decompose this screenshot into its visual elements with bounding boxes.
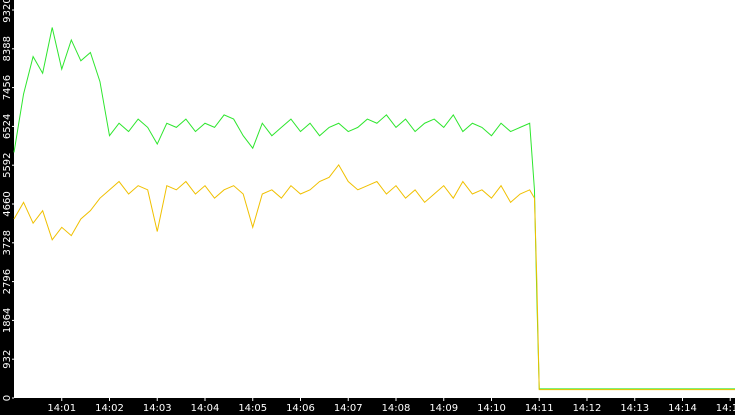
y-tick-label: 932 <box>2 350 13 369</box>
y-tick-label: 5592 <box>2 152 13 177</box>
x-tick-label: 14:09 <box>429 403 458 414</box>
x-axis-strip <box>0 398 735 415</box>
x-tick-label: 14:06 <box>286 403 315 414</box>
x-tick-label: 14:08 <box>382 403 411 414</box>
x-tick-label: 14:12 <box>573 403 602 414</box>
y-axis-strip <box>0 0 14 415</box>
x-tick-label: 14:03 <box>143 403 172 414</box>
x-tick-label: 14:04 <box>191 403 220 414</box>
y-tick-label: 7456 <box>2 75 13 100</box>
x-tick-label: 14:05 <box>238 403 267 414</box>
x-tick-label: 14:02 <box>95 403 124 414</box>
series-line <box>13 163 735 391</box>
y-tick-label: 9320 <box>2 0 13 23</box>
y-tick-label: 0 <box>2 395 13 401</box>
x-tick-label: 14:11 <box>525 403 554 414</box>
x-tick-label: 14:13 <box>620 403 649 414</box>
x-tick-label: 14:01 <box>47 403 76 414</box>
y-tick-label: 8388 <box>2 36 13 61</box>
x-tick-label: 14:07 <box>334 403 363 414</box>
y-tick-label: 1864 <box>2 308 13 333</box>
series-line <box>13 27 735 390</box>
x-tick-label: 14:15 <box>716 403 735 414</box>
y-tick-label: 2796 <box>2 269 13 294</box>
y-tick-label: 3728 <box>2 230 13 255</box>
y-tick-label: 4660 <box>2 191 13 216</box>
x-tick-label: 14:10 <box>477 403 506 414</box>
y-tick-label: 6524 <box>2 114 13 139</box>
x-tick-label: 14:14 <box>668 403 697 414</box>
